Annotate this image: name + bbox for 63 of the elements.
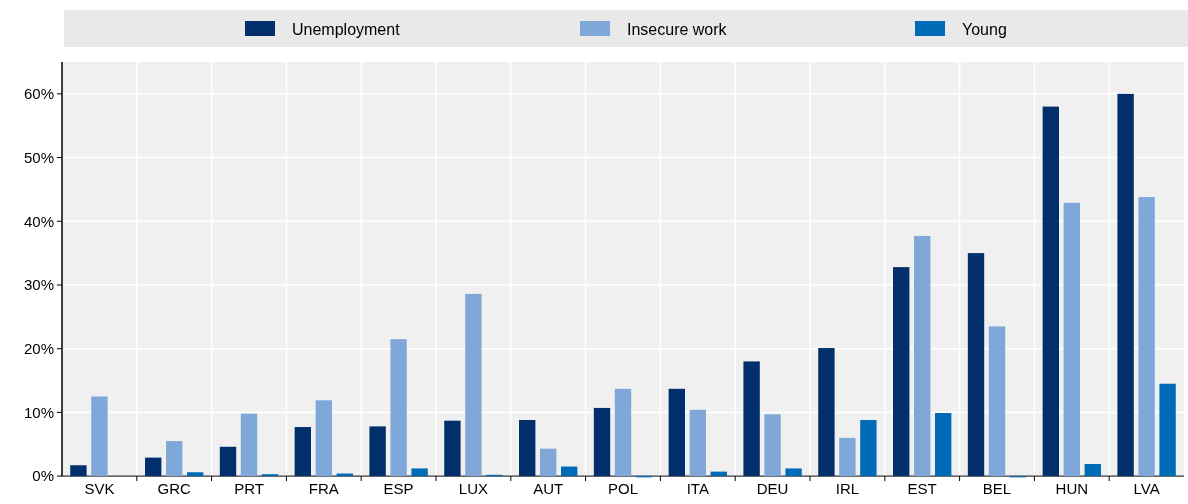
x-tick-label: DEU (756, 480, 789, 498)
bar (593, 407, 611, 477)
x-tick-label: LVA (1133, 480, 1160, 498)
bar (444, 420, 461, 477)
bar (839, 437, 856, 477)
legend-label: Insecure work (627, 20, 728, 38)
x-tick-label: HUN (1055, 480, 1089, 498)
x-tick-label: GRC (157, 480, 192, 498)
y-tick-label: 20% (23, 339, 54, 357)
bar (390, 339, 407, 477)
legend-label: Young (962, 20, 1007, 38)
bar (818, 348, 835, 477)
y-tick-label: 60% (23, 85, 54, 103)
bar (1063, 202, 1080, 477)
bar (561, 466, 578, 477)
x-tick-label: LUX (458, 480, 488, 498)
bar (764, 414, 781, 477)
bar (519, 420, 536, 477)
bar (411, 468, 428, 477)
bar (70, 465, 87, 477)
bar (743, 361, 760, 477)
bar (145, 457, 162, 477)
x-tick-label: BEL (982, 480, 1012, 498)
x-tick-label: EST (907, 480, 937, 498)
bar (219, 446, 237, 477)
y-tick-label: 50% (23, 148, 54, 166)
x-tick-label: ITA (686, 480, 709, 498)
x-tick-label: ESP (383, 480, 414, 498)
bar (369, 426, 386, 477)
x-tick-label: POL (607, 480, 639, 498)
bar (689, 409, 706, 477)
y-tick-label: 40% (23, 212, 54, 230)
bar (988, 326, 1006, 477)
y-tick-label: 30% (23, 276, 54, 294)
bar (1138, 197, 1155, 477)
legend-label: Unemployment (292, 20, 401, 38)
x-tick-label: FRA (308, 480, 339, 498)
bar (785, 468, 802, 477)
bar (1159, 383, 1176, 477)
bar (1117, 93, 1134, 477)
bar (315, 400, 332, 477)
bar (91, 396, 108, 477)
bar (240, 413, 258, 477)
bar (935, 413, 952, 477)
bar (893, 267, 910, 477)
bar (967, 253, 985, 477)
x-tick-label: SVK (84, 480, 115, 498)
bar (668, 388, 685, 477)
bar (914, 235, 931, 477)
bar (294, 427, 311, 477)
bar (166, 441, 183, 477)
bar (1084, 463, 1101, 477)
x-tick-label: IRL (835, 480, 860, 498)
y-tick-label: 0% (32, 467, 54, 485)
bar (614, 388, 632, 477)
x-tick-label: AUT (533, 480, 564, 498)
bar (860, 420, 877, 477)
x-tick-label: PRT (234, 480, 264, 498)
bar (465, 293, 482, 477)
bar (1042, 106, 1059, 477)
bar (187, 472, 204, 477)
bar (540, 448, 557, 477)
y-tick-label: 10% (23, 403, 54, 421)
